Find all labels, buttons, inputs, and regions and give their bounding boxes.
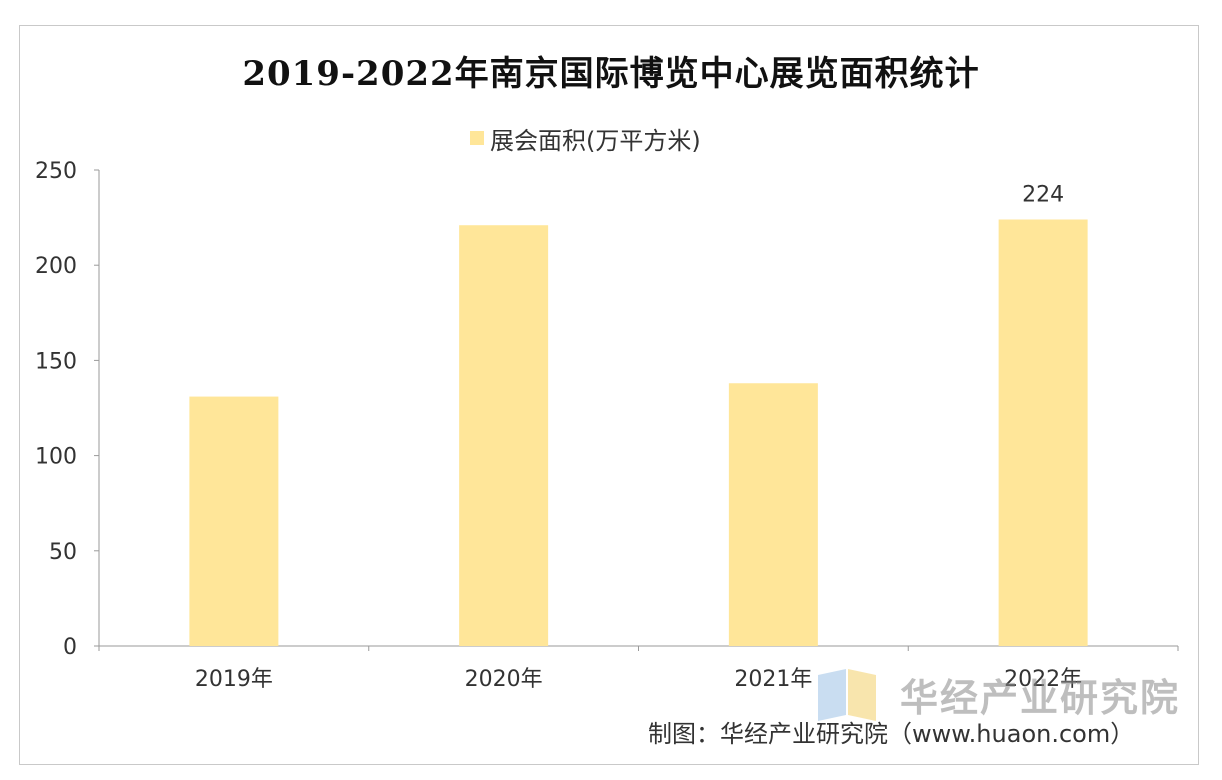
bar-1	[189, 396, 279, 646]
x-tick-label: 2020年	[465, 667, 543, 692]
bar-2	[459, 225, 549, 646]
bar-3	[728, 383, 818, 646]
watermark: 华经产业研究院	[818, 664, 1180, 724]
chart-title: 2019-2022年南京国际博览中心展览面积统计	[242, 54, 980, 94]
data-label: 224	[1022, 183, 1064, 208]
y-tick-label: 100	[35, 445, 77, 470]
y-tick-label: 150	[35, 349, 77, 374]
y-tick-label: 0	[63, 635, 77, 660]
chart-legend: 展会面积(万平方米)	[470, 122, 701, 155]
bar-4	[998, 219, 1088, 646]
source-credit: 制图：华经产业研究院（www.huaon.com）	[648, 720, 1135, 748]
legend-label: 展会面积(万平方米)	[490, 126, 701, 155]
x-tick-label: 2019年	[195, 667, 273, 692]
x-tick-label: 2021年	[734, 667, 812, 692]
y-tick-label: 250	[35, 159, 77, 184]
watermark-text: 华经产业研究院	[900, 675, 1181, 720]
x-tick-label: 2022年	[1004, 667, 1082, 692]
y-tick-label: 50	[49, 540, 77, 565]
y-tick-label: 200	[35, 254, 77, 279]
legend-swatch	[470, 131, 484, 145]
